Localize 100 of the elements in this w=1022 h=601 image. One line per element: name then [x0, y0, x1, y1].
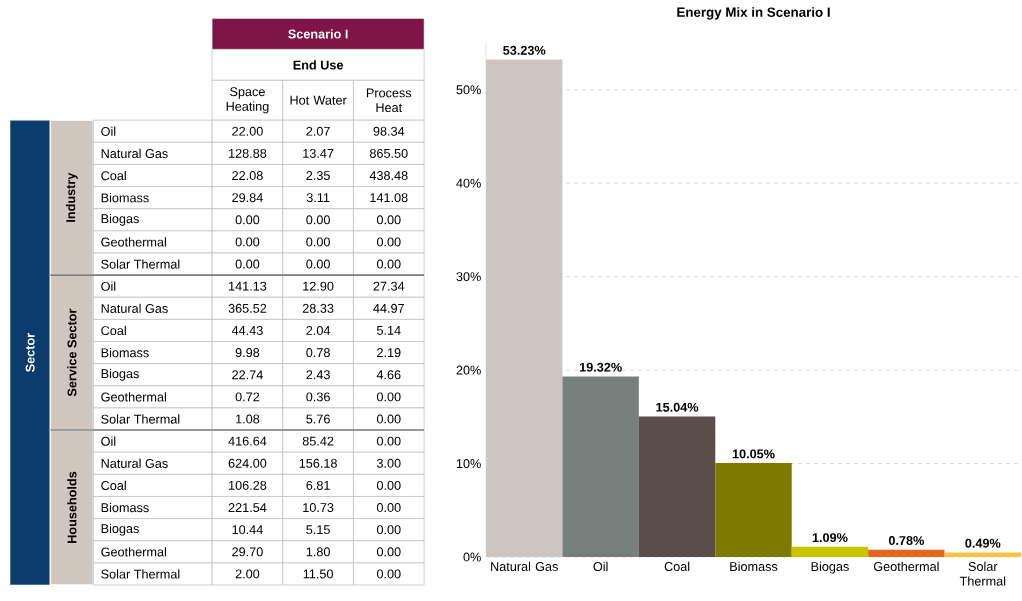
text: 438.48 [369, 171, 408, 181]
text: 2.00 [235, 569, 260, 579]
text: 29.70 [232, 547, 263, 557]
text: 2.04 [306, 325, 331, 335]
text: 1.80 [306, 547, 330, 557]
category-label: Biogas [101, 213, 139, 226]
data-label: 0.78% [888, 536, 924, 545]
bar [791, 546, 869, 557]
text: 2.07 [306, 126, 330, 136]
text: 0.78 [306, 348, 330, 358]
text: Households [67, 471, 77, 543]
bar [638, 416, 716, 557]
category-label: Solar Thermal [101, 259, 180, 269]
category-label: Natural Gas [101, 303, 168, 313]
data-label: 0.49% [965, 538, 1001, 548]
bar [944, 552, 1021, 557]
category-label: Process Heat [366, 88, 412, 113]
text: 0.00 [235, 237, 260, 247]
text: 0.00 [376, 392, 401, 402]
x-tick-label: Biogas [811, 561, 849, 574]
text: 0.00 [376, 525, 401, 535]
text: 9.98 [235, 348, 260, 358]
y-tick-label: 0% [463, 552, 481, 562]
text: 5.15 [306, 525, 330, 535]
category-label: Biomass [101, 502, 149, 513]
category-label: Oil [101, 281, 116, 291]
text: 0.00 [376, 215, 401, 225]
x-tick-label: Solar Thermal [959, 561, 1006, 586]
x-tick-label: Oil [593, 561, 608, 572]
text: 141.13 [229, 281, 267, 291]
category-label: Hot Water [290, 95, 347, 105]
text: 0.00 [376, 414, 401, 424]
text: 0.00 [376, 237, 401, 247]
text: Industry [65, 172, 78, 222]
text: 0.00 [235, 259, 260, 269]
text: 13.47 [303, 148, 334, 158]
text: 0.00 [376, 259, 401, 269]
category-label: Geothermal [101, 547, 166, 557]
text: 27.34 [373, 281, 405, 291]
category-label: Biogas [101, 523, 139, 536]
text: 98.34 [373, 126, 405, 136]
text: 85.42 [302, 436, 334, 446]
text: 3.11 [306, 193, 330, 203]
text: 0.00 [306, 237, 330, 247]
text: 865.50 [369, 148, 408, 158]
text: 44.97 [373, 303, 404, 313]
text: 22.08 [232, 171, 263, 181]
category-label: Oil [101, 126, 116, 136]
text: 11.50 [303, 569, 333, 579]
text: End Use [293, 60, 343, 70]
text: Sector [25, 333, 35, 372]
bar [868, 549, 945, 557]
text: 2.35 [306, 171, 330, 181]
text: 0.00 [376, 569, 401, 579]
text: 106.28 [229, 480, 267, 490]
category-label: Biomass [101, 193, 149, 203]
category-label: Coal [101, 325, 126, 336]
text: 22.74 [232, 370, 263, 380]
y-tick-label: 30% [456, 272, 481, 282]
text: 22.00 [232, 126, 263, 136]
category-label: Natural Gas [101, 148, 168, 159]
category-label: Geothermal [101, 392, 166, 402]
category-label: Coal [101, 480, 126, 491]
text: 1.08 [236, 414, 260, 424]
bar [486, 59, 563, 557]
y-tick-label: 20% [456, 365, 481, 375]
category-label: Space Heating [226, 87, 269, 114]
data-label: 15.04% [656, 402, 699, 412]
text: 5.14 [376, 326, 401, 335]
data-label: 53.23% [503, 45, 546, 55]
text: 0.72 [235, 392, 260, 402]
text: Scenario I [288, 29, 348, 39]
text: 3.00 [376, 458, 401, 468]
text: 416.64 [228, 436, 267, 446]
x-tick-label: Coal [664, 561, 690, 572]
category-label: Geothermal [101, 237, 166, 247]
text: 10.44 [232, 525, 263, 535]
text: 0.36 [306, 392, 330, 402]
category-label: Coal [101, 170, 126, 181]
text: 0.00 [306, 259, 330, 269]
category-label: Oil [101, 436, 116, 446]
text: 44.43 [231, 325, 263, 335]
text: 221.54 [228, 503, 267, 513]
category-label: Biomass [101, 347, 149, 358]
y-tick-label: 10% [456, 459, 481, 469]
chart-title: Energy Mix in Scenario I [677, 7, 830, 20]
text: 2.43 [306, 370, 330, 380]
y-tick-label: 50% [456, 85, 481, 95]
x-tick-label: Natural Gas [491, 561, 558, 572]
text: 0.00 [376, 503, 401, 513]
text: 0.00 [376, 547, 401, 557]
text: 29.84 [232, 193, 263, 203]
text: 0.00 [376, 480, 401, 490]
text: 10.73 [303, 503, 334, 513]
text: 0.00 [376, 436, 401, 446]
text: 128.88 [229, 148, 267, 158]
text: 0.00 [306, 215, 330, 225]
text: Service Sector [67, 308, 77, 397]
text: 5.76 [306, 414, 330, 424]
bar [715, 463, 792, 557]
